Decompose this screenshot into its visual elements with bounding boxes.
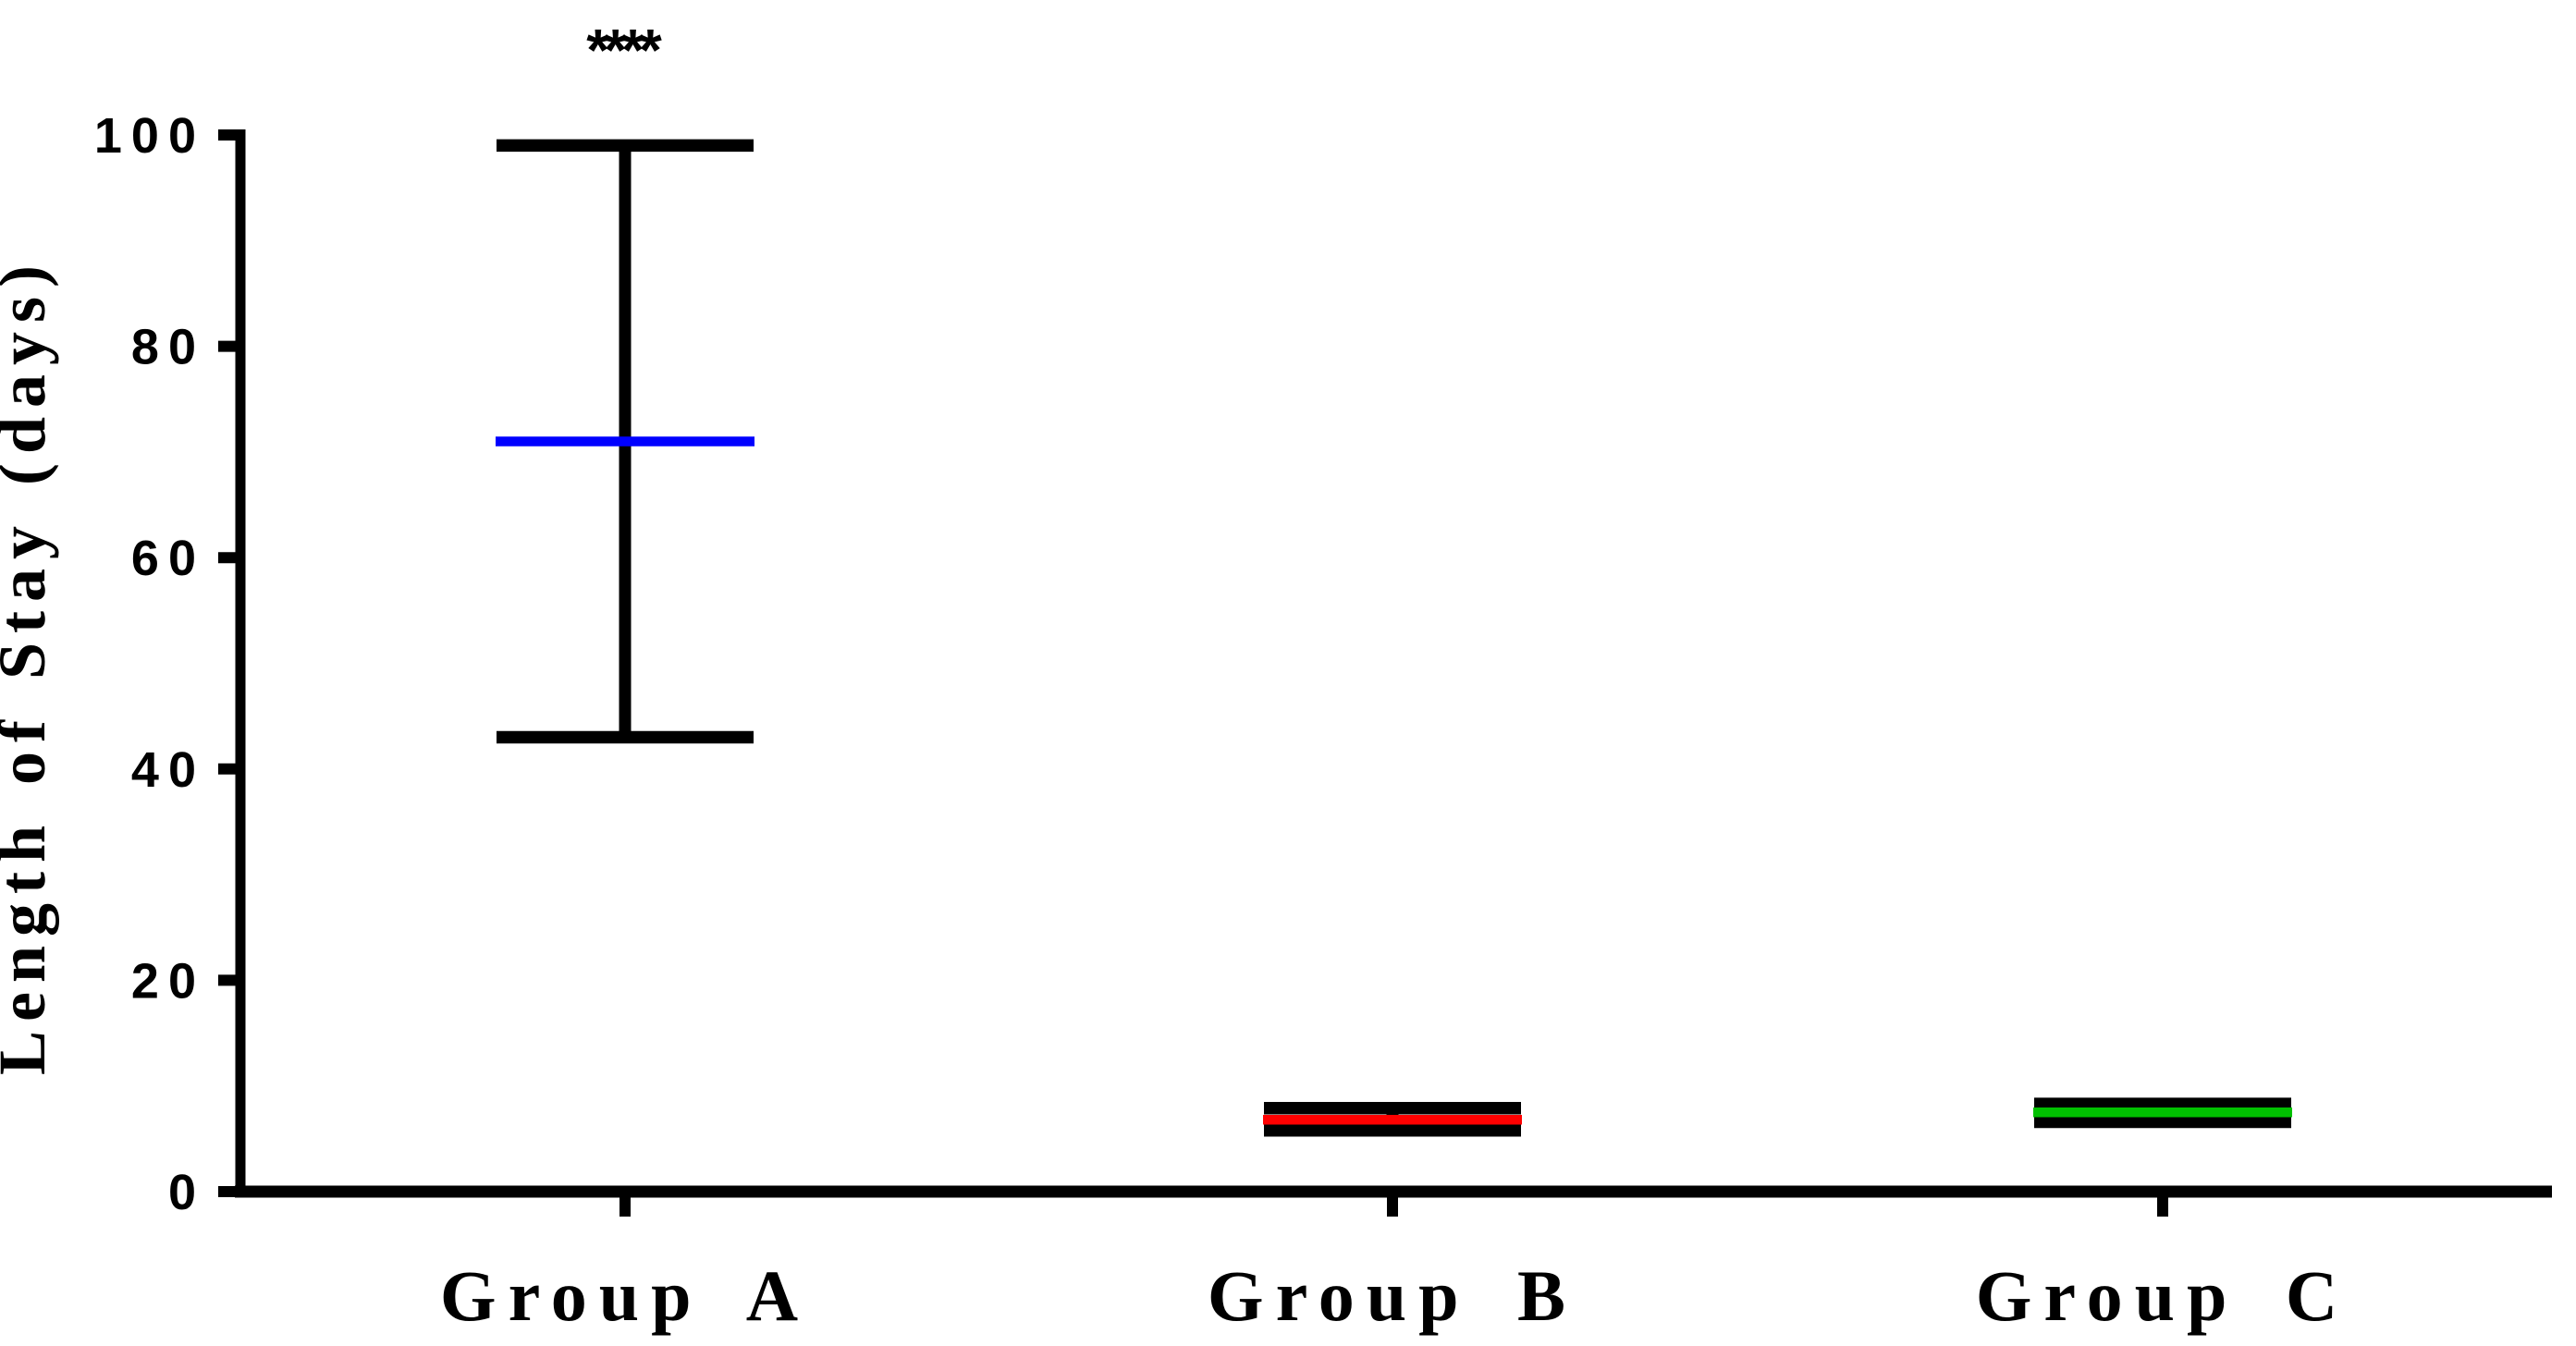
group-group-c-label: Group C (1976, 1255, 2349, 1336)
y-tick-label-20: 20 (131, 953, 205, 1009)
y-axis-title: Length of Stay (days) (0, 256, 59, 1075)
y-tick-label-0: 0 (168, 1165, 205, 1220)
y-tick-label-80: 80 (131, 320, 205, 375)
y-tick-label-40: 40 (131, 742, 205, 798)
y-tick-label-60: 60 (131, 531, 205, 586)
group-group-b-label: Group B (1208, 1255, 1577, 1336)
group-group-a-label: Group A (440, 1255, 810, 1336)
y-tick-label-100: 100 (94, 108, 205, 164)
group-group-a-significance-stars: **** (586, 17, 662, 83)
